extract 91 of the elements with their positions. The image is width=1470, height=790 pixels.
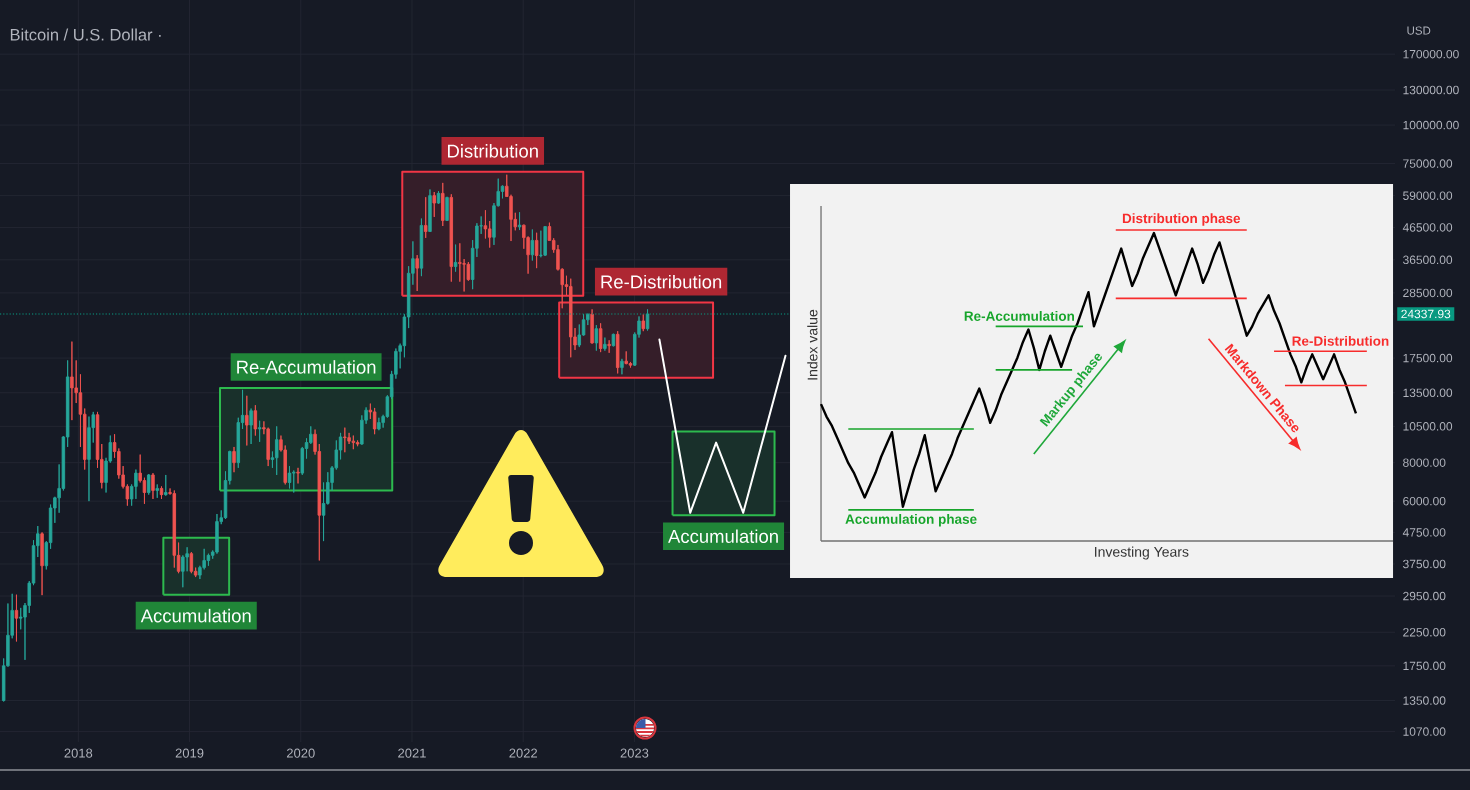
candlestick	[598, 322, 603, 353]
candlestick	[428, 188, 432, 233]
candlestick	[641, 314, 646, 332]
candlestick	[530, 229, 535, 262]
candlestick	[415, 254, 419, 292]
y-tick-label: 6000.00	[1403, 496, 1446, 506]
y-tick-label: 2950.00	[1403, 591, 1446, 601]
line-series	[658, 338, 787, 514]
x-tick-label: 2019	[175, 748, 204, 758]
candlestick	[151, 472, 155, 500]
y-tick-label: 46500.00	[1402, 223, 1453, 232]
series-label: Accumulation	[140, 608, 251, 623]
candlestick	[445, 196, 449, 222]
candlestick	[70, 341, 74, 421]
candlestick	[351, 435, 356, 450]
candlestick	[615, 330, 620, 374]
x-tick-label: 2018	[64, 748, 93, 758]
candlestick	[296, 467, 300, 484]
y-axis-title: USD	[1407, 26, 1431, 35]
x-tick-label: 2022	[509, 748, 538, 758]
candlestick	[159, 485, 164, 500]
candlestick	[146, 473, 151, 496]
y-tick-label: 130000.00	[1403, 85, 1459, 95]
series-label: Re-Accumulation	[964, 311, 1075, 321]
y-tick-label: 100000.00	[1403, 120, 1459, 130]
candlestick	[189, 551, 194, 574]
series-label: Re-Distribution	[601, 274, 722, 289]
candlestick	[274, 425, 279, 476]
x-tick-label: 2021	[398, 748, 426, 758]
candlestick	[14, 594, 19, 642]
y-tick-label: 8000.00	[1403, 458, 1446, 467]
candlestick	[377, 417, 381, 431]
y-tick-label: 13500.00	[1403, 388, 1453, 398]
series-label: Distribution	[448, 144, 538, 158]
candlestick	[611, 333, 616, 347]
candlestick	[40, 531, 44, 596]
candlestick	[172, 490, 177, 569]
candlestick	[436, 190, 441, 205]
candlestick	[590, 308, 594, 345]
candlestick	[543, 225, 547, 257]
y-tick-label: 36500.00	[1403, 255, 1453, 265]
y-axis-title: Index value	[807, 309, 818, 380]
candlestick	[253, 404, 258, 437]
series-label: Re-Distribution	[1292, 335, 1389, 346]
candlestick	[517, 211, 522, 231]
candlestick	[423, 196, 428, 239]
candlestick	[249, 408, 253, 445]
y-tick-label: 17500.00	[1403, 353, 1453, 363]
candlestick	[534, 232, 539, 269]
candlestick	[594, 324, 599, 352]
series-label: Accumulation phase	[845, 514, 977, 527]
candlestick	[232, 446, 236, 473]
candlestick	[453, 244, 458, 273]
y-tick-label: 3750.00	[1403, 559, 1446, 569]
y-tick-label: 2250.00	[1403, 628, 1446, 637]
x-tick-label: 2020	[286, 748, 315, 758]
candlestick	[607, 339, 611, 354]
candlestick	[569, 278, 573, 358]
x-axis-title: Investing Years	[1095, 546, 1189, 560]
candlestick	[441, 182, 445, 227]
ref-line-label: 24337.93	[1401, 309, 1451, 319]
x-tick-label: 2023	[620, 748, 649, 758]
candlestick	[603, 337, 607, 352]
y-tick-label: 28500.00	[1403, 288, 1453, 298]
candlestick	[257, 420, 262, 443]
y-tick-label: 4750.00	[1402, 528, 1446, 537]
series-label: Accumulation	[668, 529, 778, 543]
series-label: Distribution phase	[1122, 213, 1241, 226]
candlestick	[164, 474, 168, 497]
candlestick	[155, 483, 159, 499]
series-label: Re-Accumulation	[237, 360, 376, 374]
text: Bitcoin / U.S. Dollar ·	[10, 28, 161, 41]
candlestick	[215, 513, 219, 555]
y-tick-label: 1350.00	[1403, 696, 1446, 705]
y-tick-label: 170000.00	[1403, 49, 1459, 59]
candlestick	[449, 193, 454, 283]
candlestick	[343, 427, 347, 453]
candlestick	[624, 350, 628, 365]
candlestick	[432, 191, 436, 218]
candlestick	[539, 230, 543, 258]
candlestick	[245, 395, 249, 446]
y-tick-label: 10500.00	[1403, 422, 1453, 431]
y-tick-label: 59000.00	[1403, 191, 1453, 200]
candlestick	[419, 218, 424, 277]
candlestick	[620, 358, 624, 375]
y-tick-label: 75000.00	[1403, 159, 1453, 168]
y-tick-label: 1070.00	[1403, 727, 1446, 736]
candlestick	[287, 465, 292, 489]
candlestick	[355, 439, 360, 447]
y-tick-label: 1750.00	[1403, 661, 1446, 671]
candlestick	[372, 407, 377, 435]
